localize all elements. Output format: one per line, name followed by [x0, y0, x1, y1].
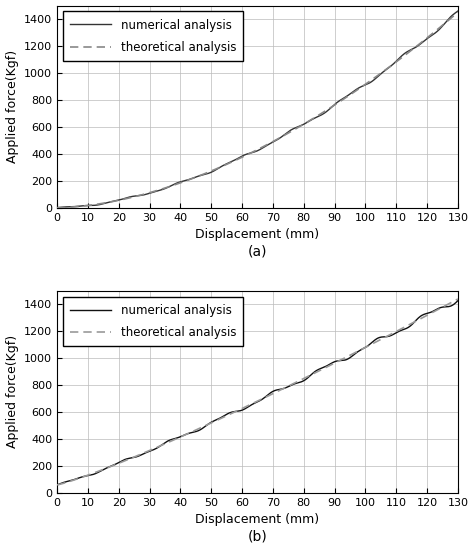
theoretical analysis — [157, 443, 163, 449]
numerical analysis — [54, 205, 60, 211]
theoretical analysis — [236, 156, 241, 162]
numerical analysis — [291, 125, 296, 132]
numerical analysis — [54, 481, 60, 488]
Legend: numerical analysis, theoretical analysis: numerical analysis, theoretical analysis — [63, 11, 244, 61]
theoretical analysis — [157, 187, 163, 193]
Y-axis label: Applied force(Kgf): Applied force(Kgf) — [6, 335, 18, 449]
numerical analysis — [125, 455, 131, 462]
numerical analysis — [157, 187, 163, 194]
Legend: numerical analysis, theoretical analysis: numerical analysis, theoretical analysis — [63, 297, 244, 346]
theoretical analysis — [291, 380, 296, 387]
theoretical analysis — [455, 296, 461, 302]
X-axis label: Displacement (mm): Displacement (mm) — [195, 228, 319, 241]
Line: theoretical analysis: theoretical analysis — [57, 299, 458, 485]
numerical analysis — [356, 348, 362, 354]
numerical analysis — [322, 109, 328, 116]
numerical analysis — [322, 364, 328, 370]
numerical analysis — [455, 298, 461, 304]
theoretical analysis — [356, 85, 362, 92]
numerical analysis — [236, 408, 241, 415]
Line: numerical analysis: numerical analysis — [57, 301, 458, 485]
numerical analysis — [455, 8, 461, 14]
Line: numerical analysis: numerical analysis — [57, 11, 458, 208]
numerical analysis — [157, 443, 163, 449]
theoretical analysis — [54, 205, 60, 211]
numerical analysis — [236, 155, 241, 161]
Text: (b): (b) — [247, 529, 267, 543]
X-axis label: Displacement (mm): Displacement (mm) — [195, 514, 319, 526]
theoretical analysis — [356, 347, 362, 354]
theoretical analysis — [455, 9, 461, 15]
theoretical analysis — [322, 108, 328, 114]
theoretical analysis — [322, 365, 328, 371]
Line: theoretical analysis: theoretical analysis — [57, 12, 458, 208]
numerical analysis — [291, 381, 296, 388]
Text: (a): (a) — [248, 244, 267, 258]
theoretical analysis — [125, 456, 131, 463]
numerical analysis — [356, 85, 362, 91]
Y-axis label: Applied force(Kgf): Applied force(Kgf) — [6, 50, 18, 163]
theoretical analysis — [291, 127, 296, 133]
theoretical analysis — [236, 407, 241, 414]
theoretical analysis — [54, 481, 60, 488]
numerical analysis — [125, 194, 131, 201]
theoretical analysis — [125, 195, 131, 201]
